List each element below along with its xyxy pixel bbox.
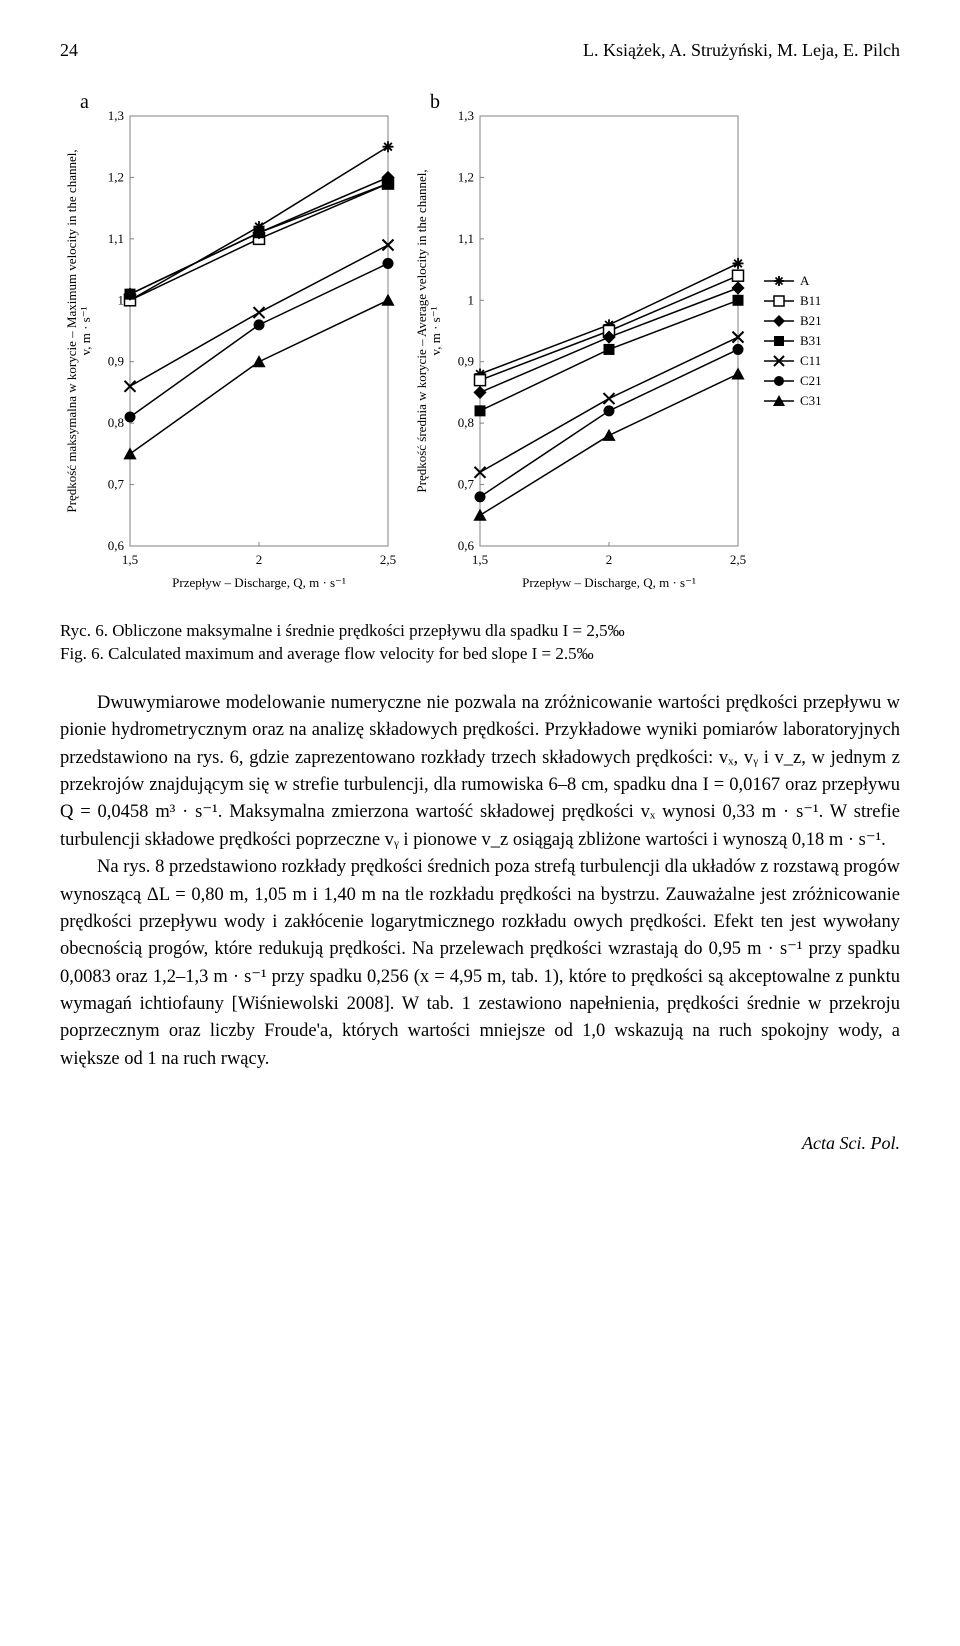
svg-text:0,9: 0,9 — [108, 354, 124, 369]
svg-text:Przepływ – Discharge, Q, m · s: Przepływ – Discharge, Q, m · s⁻¹ — [172, 575, 346, 590]
header-authors: L. Książek, A. Strużyński, M. Leja, E. P… — [583, 40, 900, 61]
svg-text:2: 2 — [256, 552, 263, 567]
chart-b: 0,6 0,7 0,8 0,9 1 1,1 1,2 1,3 1,5 2 2,5 Przepływ – … — [410, 91, 750, 606]
caption-en: Fig. 6. Calculated maximum and average f… — [60, 643, 900, 666]
caption-pl: Ryc. 6. Obliczone maksymalne i średnie p… — [60, 620, 900, 643]
panel-a-label: a — [80, 91, 89, 114]
svg-text:2: 2 — [606, 552, 613, 567]
svg-text:1,1: 1,1 — [458, 231, 474, 246]
svg-text:0,8: 0,8 — [458, 415, 474, 430]
svg-text:1: 1 — [118, 292, 125, 307]
svg-text:1,1: 1,1 — [108, 231, 124, 246]
footer-journal: Acta Sci. Pol. — [60, 1133, 900, 1154]
svg-text:C31: C31 — [800, 393, 822, 408]
panel-b-label: b — [430, 91, 440, 114]
chart-legend: A B11 B21 B31 C11 C21 C31 — [760, 271, 850, 426]
paragraph-1: Dwuwymiarowe modelowanie numeryczne nie … — [60, 690, 900, 854]
svg-text:1,3: 1,3 — [108, 108, 124, 123]
svg-text:C21: C21 — [800, 373, 822, 388]
svg-text:0,9: 0,9 — [458, 354, 474, 369]
chart-a: 0,6 0,7 0,8 0,9 1 1,1 1,2 1,3 1,5 2 2,5 Przepływ – … — [60, 91, 400, 606]
svg-text:0,7: 0,7 — [458, 477, 475, 492]
svg-text:1,2: 1,2 — [458, 169, 474, 184]
svg-text:2,5: 2,5 — [730, 552, 746, 567]
svg-text:0,6: 0,6 — [108, 538, 125, 553]
svg-text:0,7: 0,7 — [108, 477, 125, 492]
svg-text:A: A — [800, 273, 810, 288]
svg-text:1,3: 1,3 — [458, 108, 474, 123]
svg-text:C11: C11 — [800, 353, 821, 368]
svg-text:Przepływ – Discharge, Q, m · s: Przepływ – Discharge, Q, m · s⁻¹ — [522, 575, 696, 590]
svg-text:0,6: 0,6 — [458, 538, 475, 553]
svg-text:0,8: 0,8 — [108, 415, 124, 430]
figure-6: a 0,6 0,7 0,8 0,9 1 1,1 1,2 1,3 1,5 2 2,5 Przepływ … — [60, 91, 900, 606]
svg-text:Prędkość średnia w korycie – A: Prędkość średnia w korycie – Average vel… — [414, 169, 443, 492]
svg-text:1,5: 1,5 — [122, 552, 138, 567]
page-number: 24 — [60, 40, 78, 61]
svg-text:B21: B21 — [800, 313, 822, 328]
paragraph-2: Na rys. 8 przedstawiono rozkłady prędkoś… — [60, 854, 900, 1073]
svg-text:B11: B11 — [800, 293, 821, 308]
svg-text:1,5: 1,5 — [472, 552, 488, 567]
svg-text:Prędkość maksymalna w korycie: Prędkość maksymalna w korycie – Maximum … — [64, 149, 93, 512]
svg-text:2,5: 2,5 — [380, 552, 396, 567]
svg-text:1: 1 — [468, 292, 475, 307]
svg-text:B31: B31 — [800, 333, 822, 348]
svg-text:1,2: 1,2 — [108, 169, 124, 184]
